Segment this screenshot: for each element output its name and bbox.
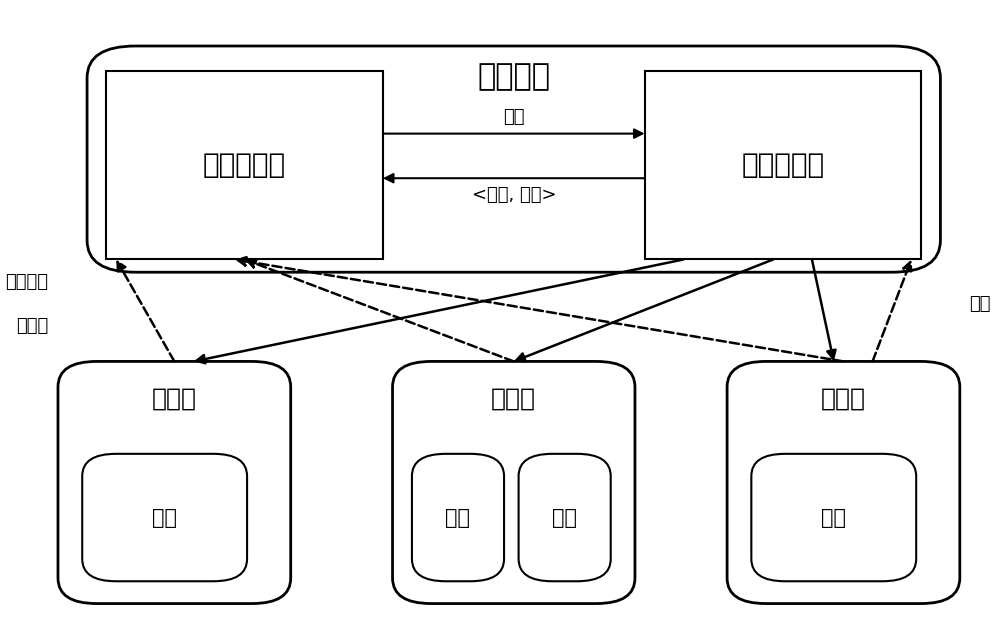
FancyBboxPatch shape	[751, 454, 916, 581]
FancyBboxPatch shape	[58, 362, 291, 604]
Text: 任务执行: 任务执行	[5, 273, 48, 291]
Text: 任务: 任务	[445, 508, 470, 527]
Text: 执行器: 执行器	[491, 387, 536, 411]
FancyBboxPatch shape	[519, 454, 611, 581]
FancyBboxPatch shape	[82, 454, 247, 581]
Text: 资源调度器: 资源调度器	[741, 152, 824, 179]
Text: 执行器: 执行器	[821, 387, 866, 411]
Text: 主控节点: 主控节点	[477, 62, 550, 91]
Text: 任务: 任务	[152, 508, 177, 527]
Text: 及状态: 及状态	[16, 317, 48, 335]
FancyBboxPatch shape	[87, 46, 940, 272]
Text: 任务: 任务	[503, 108, 524, 126]
Text: 任务: 任务	[552, 508, 577, 527]
Text: <任务, 机器>: <任务, 机器>	[472, 186, 556, 204]
Text: 作业管理器: 作业管理器	[203, 152, 286, 179]
Text: 任务: 任务	[821, 508, 846, 527]
Text: 心跳: 心跳	[970, 295, 991, 313]
FancyBboxPatch shape	[727, 362, 960, 604]
Bar	[645, 72, 921, 259]
Text: 执行器: 执行器	[152, 387, 197, 411]
Bar	[106, 72, 383, 259]
FancyBboxPatch shape	[393, 362, 635, 604]
FancyBboxPatch shape	[412, 454, 504, 581]
